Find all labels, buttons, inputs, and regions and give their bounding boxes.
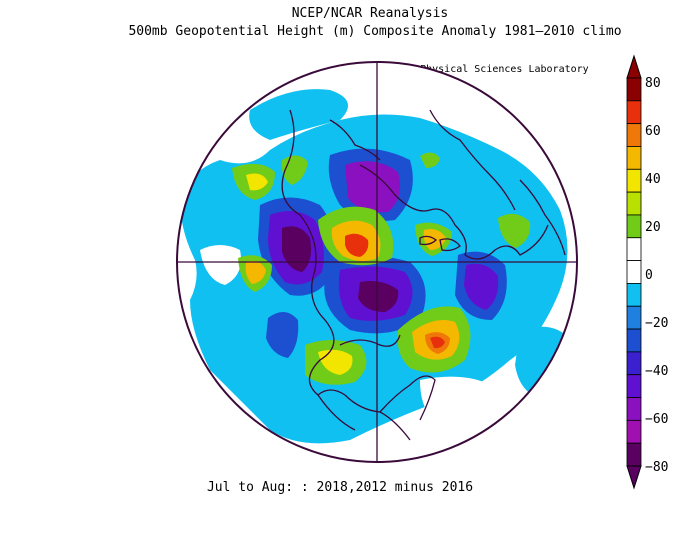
map-subtitle: 500mb Geopotential Height (m) Composite … (128, 24, 622, 39)
colorbar-tick-label: −40 (645, 364, 668, 379)
colorbar-ticks: 80 60 40 20 0 −20 −40 −60 −80 (645, 76, 668, 475)
pos-mid-namerica (318, 349, 353, 375)
colorbar-block (626, 374, 642, 398)
neg-mid-sw (266, 311, 299, 358)
pos-low-europe (498, 213, 531, 248)
pos-high-center (345, 233, 369, 257)
neg-core-north (345, 161, 401, 213)
credit-label: NOAA Physical Sciences Laboratory (390, 64, 589, 75)
pos-mid-pacific (246, 173, 268, 191)
colorbar-blocks (626, 54, 642, 490)
colorbar-block (626, 283, 642, 307)
footer-caption: Jul to Aug: : 2018,2012 minus 2016 (206, 480, 474, 495)
colorbar-block (626, 442, 642, 467)
colorbar-tick-label: 20 (645, 220, 661, 235)
colorbar-tick-label: 60 (645, 124, 661, 139)
pos-low-arctic (420, 152, 440, 168)
colorbar-block (626, 214, 642, 239)
neg-darkest-center (358, 281, 399, 312)
colorbar-block (626, 260, 642, 284)
colorbar-block (626, 328, 642, 353)
neg-darkest-west (282, 226, 311, 272)
colorbar-block (626, 237, 642, 261)
colorbar-tick-label: −20 (645, 316, 668, 331)
colorbar-block (626, 397, 642, 421)
colorbar-block (626, 168, 642, 193)
white-gap-1 (200, 245, 241, 285)
colorbar-block (626, 146, 642, 170)
colorbar-block (626, 305, 642, 330)
colorbar-arrow-top (626, 54, 642, 79)
colorbar-block (626, 419, 642, 444)
colorbar-block (626, 77, 642, 102)
map-boundary (176, 61, 578, 463)
colorbar-block (626, 100, 642, 125)
pos-core-atlantic (430, 336, 445, 349)
colorbar-block (626, 191, 642, 216)
colorbar-tick-label: 40 (645, 172, 661, 187)
colorbar-block (626, 351, 642, 376)
map-title: NCEP/NCAR Reanalysis (291, 6, 449, 21)
neg-region-north (249, 89, 348, 140)
colorbar-tick-label: 80 (645, 76, 661, 91)
colorbar-tick-label: −60 (645, 412, 668, 427)
colorbar-tick-label: −80 (645, 460, 668, 475)
pos-mid-westpac (245, 261, 266, 284)
colorbar-tick-label: 0 (645, 268, 653, 283)
coastlines (281, 109, 566, 441)
neg-core-east (464, 263, 499, 310)
colorbar-arrow-bottom (626, 465, 642, 490)
colorbar-block (626, 123, 642, 147)
white-gap-2 (420, 376, 500, 430)
